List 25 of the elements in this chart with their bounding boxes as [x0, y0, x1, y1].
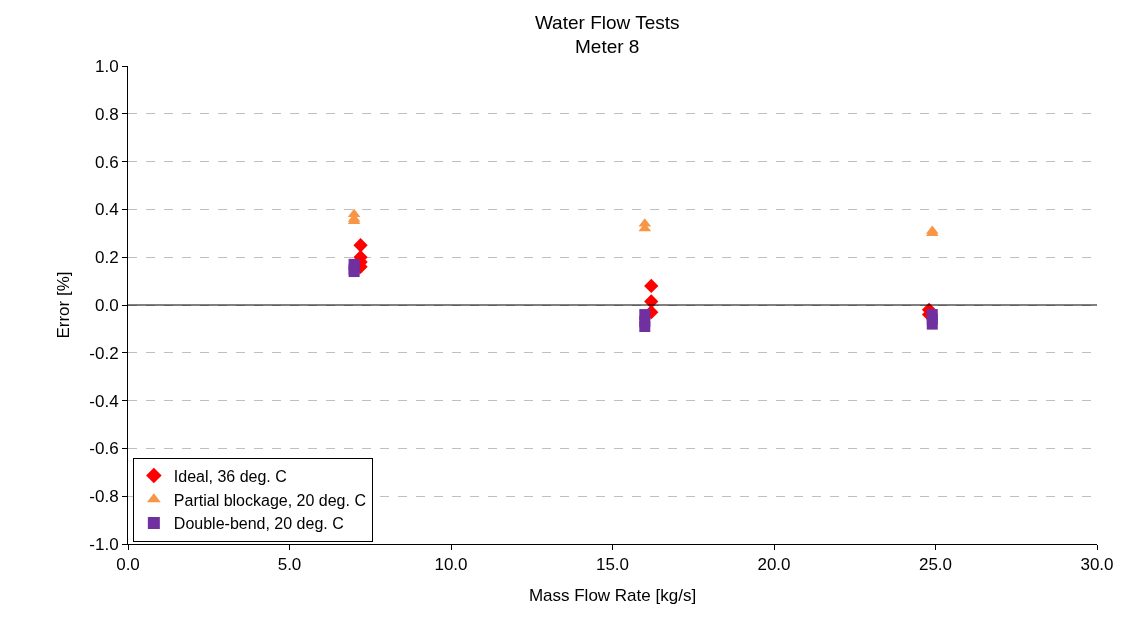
chart-title: Water Flow Tests [534, 11, 680, 33]
y-tick-label: 0.4 [94, 200, 119, 220]
y-tick-label: -0.8 [89, 487, 119, 507]
legend-label: Ideal, 36 deg. C [173, 467, 287, 485]
y-tick-label: 0.6 [94, 152, 119, 172]
y-tick-label: -0.2 [89, 343, 119, 363]
y-tick-label: 1.0 [94, 56, 119, 76]
x-tick-label: 20.0 [757, 555, 791, 575]
y-axis-title: Error [%] [53, 271, 73, 339]
y-tick-label: 0.2 [94, 248, 119, 268]
chart-subtitle: Meter 8 [575, 36, 640, 58]
x-tick-label: 15.0 [595, 555, 630, 575]
x-tick-label: 0.0 [116, 555, 140, 575]
y-tick-label: -1.0 [89, 534, 119, 554]
y-tick-label: -0.4 [89, 391, 119, 411]
x-tick-label: 10.0 [434, 555, 468, 575]
x-tick-label: 30.0 [1080, 555, 1114, 575]
legend-label: Double-bend, 20 deg. C [173, 515, 344, 533]
y-tick-label: 0.0 [94, 295, 119, 315]
x-tick-label: 25.0 [918, 555, 953, 575]
legend-label: Partial blockage, 20 deg. C [173, 491, 366, 509]
x-tick-label: 5.0 [277, 555, 302, 575]
y-tick-label: -0.6 [89, 439, 119, 459]
y-tick-label: 0.8 [94, 104, 119, 124]
x-axis-title: Mass Flow Rate [kg/s] [528, 585, 697, 605]
